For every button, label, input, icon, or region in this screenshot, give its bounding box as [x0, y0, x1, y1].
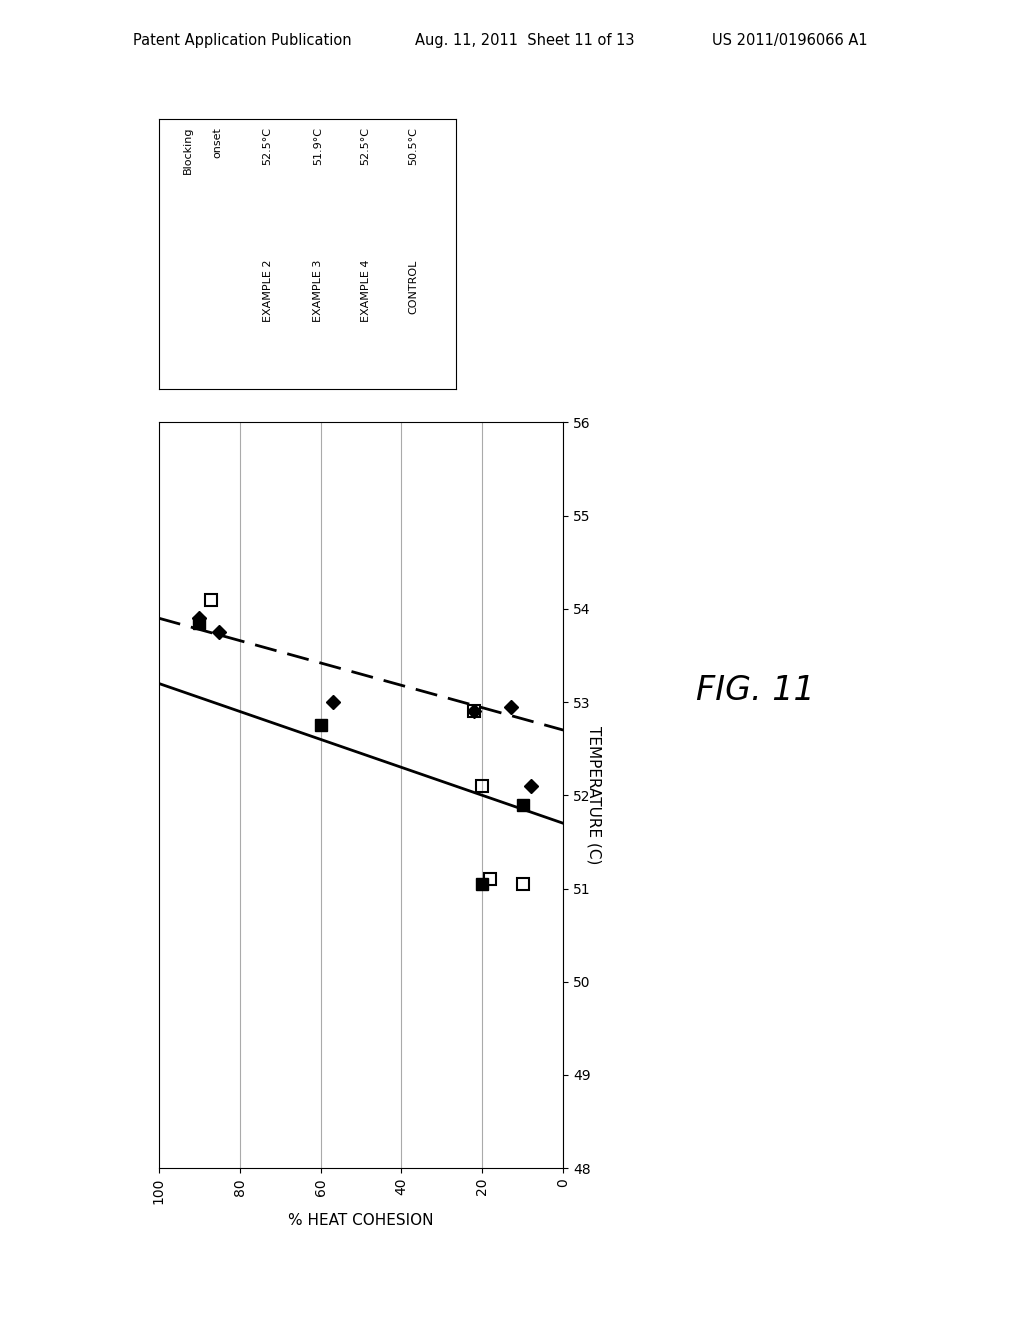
Text: 51.9°C: 51.9°C: [313, 127, 324, 165]
Text: Aug. 11, 2011  Sheet 11 of 13: Aug. 11, 2011 Sheet 11 of 13: [415, 33, 634, 48]
X-axis label: % HEAT COHESION: % HEAT COHESION: [288, 1213, 434, 1228]
Text: 52.5°C: 52.5°C: [360, 127, 371, 165]
Text: Patent Application Publication: Patent Application Publication: [133, 33, 352, 48]
Text: 52.5°C: 52.5°C: [262, 127, 272, 165]
Y-axis label: TEMPERATURE (C): TEMPERATURE (C): [587, 726, 602, 865]
Text: EXAMPLE 4: EXAMPLE 4: [360, 260, 371, 322]
Text: Blocking: Blocking: [182, 127, 193, 174]
Text: onset: onset: [212, 127, 222, 158]
Text: FIG. 11: FIG. 11: [696, 673, 815, 706]
Text: CONTROL: CONTROL: [409, 260, 418, 314]
Text: US 2011/0196066 A1: US 2011/0196066 A1: [712, 33, 867, 48]
Text: EXAMPLE 3: EXAMPLE 3: [313, 260, 324, 322]
Text: 50.5°C: 50.5°C: [409, 127, 418, 165]
Text: EXAMPLE 2: EXAMPLE 2: [262, 260, 272, 322]
